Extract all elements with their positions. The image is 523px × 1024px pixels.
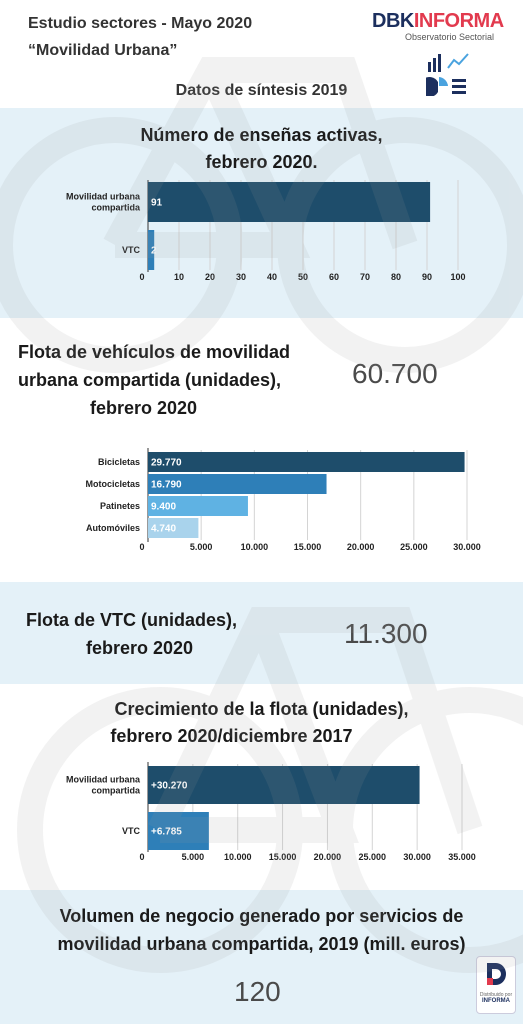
tick-label: 25.000	[400, 542, 428, 552]
data-label: 4.740	[151, 524, 176, 535]
tick-label: 30.000	[453, 542, 481, 552]
logo-subtitle: Observatorio Sectorial	[405, 32, 495, 42]
tick-label: 20.000	[314, 852, 342, 862]
vtc-fleet-title: Flota de VTC (unidades), febrero 2020	[26, 610, 238, 658]
vtc-fleet-value: 11.300	[344, 618, 428, 649]
tick-label: 0	[139, 272, 144, 282]
category-label: Automóviles	[86, 523, 140, 533]
enseñas-title: Número de enseñas activas, febrero 2020.	[140, 125, 383, 172]
dbk-informa-logo: DBKINFORMA	[372, 10, 504, 32]
tick-label: 100	[450, 272, 465, 282]
category-label: Motocicletas	[85, 479, 140, 489]
tick-label: 15.000	[269, 852, 297, 862]
data-label: 29.770	[151, 458, 182, 469]
tick-label: 40	[267, 272, 277, 282]
tick-label: 30.000	[403, 852, 431, 862]
tick-label: 35.000	[448, 852, 476, 862]
tick-label: 15.000	[294, 542, 322, 552]
category-label: Bicicletas	[98, 457, 140, 467]
category-label: Movilidad urbana	[66, 775, 141, 785]
tick-label: 20	[205, 272, 215, 282]
data-label: 9.400	[151, 502, 176, 513]
tick-label: 5.000	[190, 542, 213, 552]
data-label: +6.785	[151, 827, 182, 838]
growth-bar-chart: 0 5.000 10.000 15.000 20.000 25.000 30.000 35.0…	[66, 762, 476, 862]
data-label: 16.790	[151, 480, 182, 491]
panel-vtc-fleet	[0, 582, 523, 684]
tick-label: 30	[236, 272, 246, 282]
bar	[148, 182, 431, 222]
fleet-total-value: 60.700	[352, 358, 438, 389]
tick-label: 60	[329, 272, 339, 282]
tick-label: 0	[139, 542, 144, 552]
bar	[148, 518, 199, 538]
report-title: Estudio sectores - Mayo 2020	[28, 15, 253, 32]
tick-label: 50	[298, 272, 308, 282]
tick-label: 5.000	[182, 852, 205, 862]
data-label: 2	[151, 246, 157, 257]
panel-volumen	[0, 890, 523, 1024]
tick-label: 10	[174, 272, 184, 282]
growth-title: Crecimiento de la flota (unidades), febr…	[110, 699, 409, 746]
fleet-title: Flota de vehículos de movilidad urbana c…	[18, 342, 291, 418]
tick-label: 20.000	[347, 542, 375, 552]
bar	[148, 452, 465, 472]
bar	[148, 496, 248, 516]
data-label: 91	[151, 198, 163, 209]
report-subtitle: “Movilidad Urbana”	[28, 42, 178, 59]
informa-badge: Distribuido por INFORMA	[476, 956, 516, 1014]
fleet-bar-chart: 0 5.000 10.000 15.000 20.000 25.000 30.000 29.7…	[85, 448, 481, 552]
bar	[148, 812, 209, 850]
tick-label: 70	[360, 272, 370, 282]
volumen-value: 120	[234, 976, 281, 1007]
d-logo-icon	[487, 963, 506, 985]
badge-caption: Distribuido por	[479, 992, 513, 998]
category-label: Patinetes	[100, 501, 140, 511]
chart-analytics-icon	[426, 53, 469, 96]
data-label: +30.270	[151, 781, 188, 792]
category-label: VTC	[122, 245, 141, 255]
tick-label: 10.000	[241, 542, 269, 552]
tick-label: 10.000	[224, 852, 252, 862]
category-label: compartida	[91, 203, 141, 213]
summary-heading: Datos de síntesis 2019	[175, 82, 348, 99]
volumen-title: Volumen de negocio generado por servicio…	[57, 906, 466, 954]
tick-label: 90	[422, 272, 432, 282]
category-label: VTC	[122, 826, 141, 836]
category-label: compartida	[91, 786, 141, 796]
tick-label: 25.000	[359, 852, 387, 862]
bar	[148, 230, 155, 270]
category-label: Movilidad urbana	[66, 192, 141, 202]
bar	[148, 766, 420, 804]
badge-brand: INFORMA	[482, 998, 510, 1004]
tick-label: 80	[391, 272, 401, 282]
bar	[148, 474, 327, 494]
enseñas-bar-chart: 0 10 20 30 40 50 60 70 80 90 100 91 Movilidad urbana…	[66, 180, 466, 282]
tick-label: 0	[139, 852, 144, 862]
